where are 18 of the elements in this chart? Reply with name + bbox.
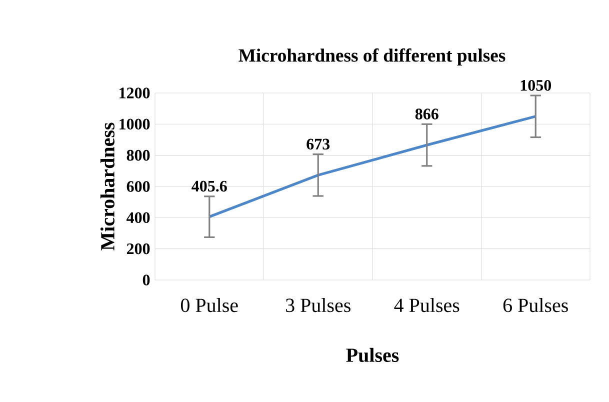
x-axis-title: Pulses [346, 348, 399, 362]
y-tick-label: 0 [142, 274, 150, 286]
data-label: 673 [306, 138, 330, 150]
y-tick-label: 200 [126, 243, 150, 254]
x-tick-label: 0 Pulse [180, 298, 238, 312]
data-label: 866 [415, 108, 438, 120]
y-tick-label: 600 [126, 181, 150, 192]
y-tick-label: 1000 [120, 118, 150, 130]
x-tick-label: 3 Pulses [286, 298, 350, 312]
data-label: 1050 [520, 80, 552, 91]
x-tick-label: 4 Pulses [394, 298, 460, 312]
y-tick-label: 400 [126, 212, 150, 224]
x-tick-label: 6 Pulses [503, 298, 568, 312]
y-tick-label: 1200 [120, 88, 150, 98]
data-label: 405.6 [192, 180, 227, 192]
chart-title: Microhardness of different pulses [238, 48, 506, 66]
y-tick-label: 800 [126, 150, 150, 161]
y-axis-title: Microhardness [100, 122, 114, 250]
